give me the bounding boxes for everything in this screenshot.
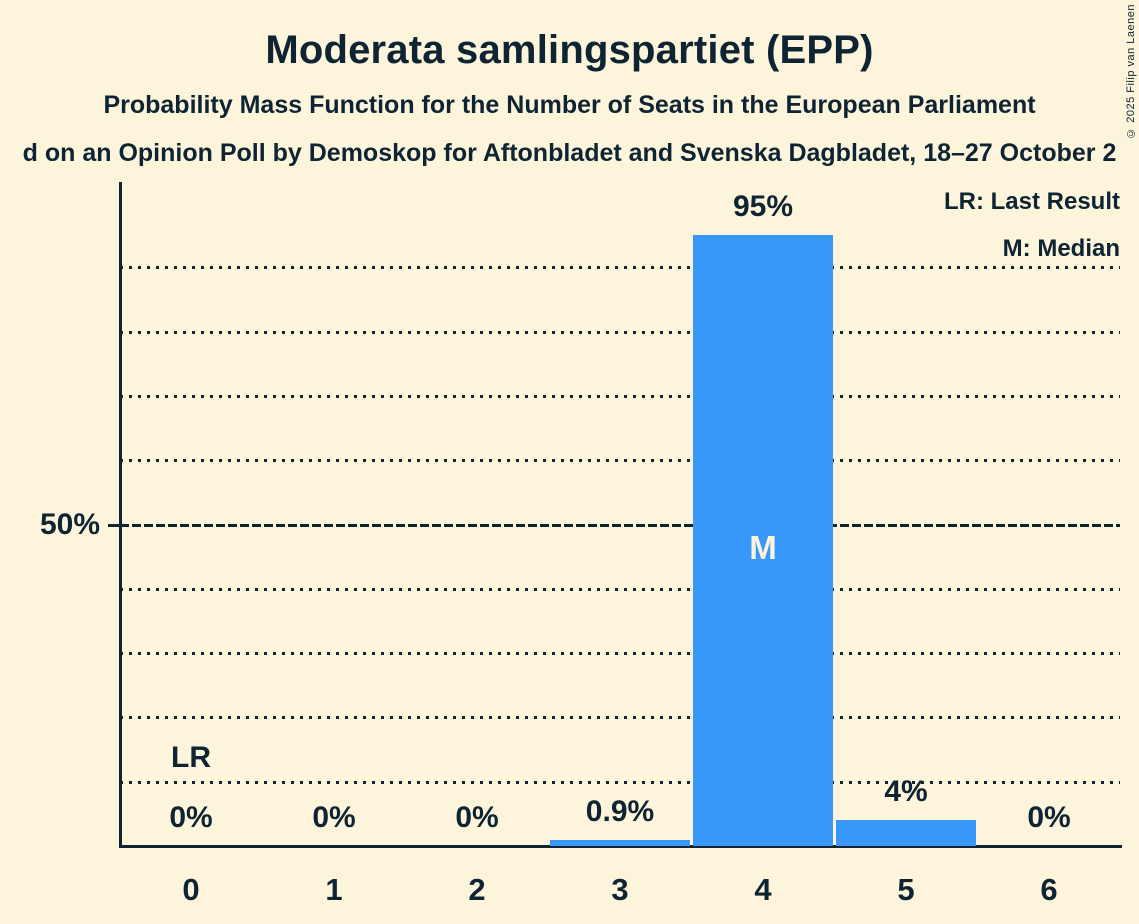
chart-title: Moderata samlingspartiet (EPP) <box>265 28 874 72</box>
chart-source-line: d on an Opinion Poll by Demoskop for Aft… <box>22 139 1117 167</box>
bar-seat-3 <box>550 840 690 846</box>
x-tick-label-3: 3 <box>611 872 629 907</box>
gridline-30 <box>120 652 1120 655</box>
gridline-10 <box>120 781 1120 784</box>
median-label: M <box>749 529 777 566</box>
y-tick-50-mark <box>108 524 120 527</box>
x-tick-label-1: 1 <box>325 872 343 907</box>
x-tick-label-2: 2 <box>468 872 486 907</box>
x-tick-label-4: 4 <box>754 872 772 907</box>
bar-value-label-5: 4% <box>884 775 928 808</box>
bar-value-label-2: 0% <box>455 801 499 834</box>
gridline-90 <box>120 266 1120 269</box>
gridline-50 <box>120 524 1120 527</box>
bar-value-label-0: 0% <box>169 801 213 834</box>
x-axis <box>119 845 1122 848</box>
bar-seat-4 <box>693 235 833 846</box>
copyright-notice: © 2025 Filip van Laenen <box>1125 4 1137 139</box>
legend-last-result: LR: Last Result <box>943 188 1120 215</box>
gridline-20 <box>120 716 1120 719</box>
bar-value-label-1: 0% <box>312 801 356 834</box>
y-axis-label-50: 50% <box>39 508 100 541</box>
y-axis <box>119 182 122 848</box>
bar-seat-5 <box>836 820 976 846</box>
last-result-label: LR <box>171 741 211 774</box>
legend-median: M: Median <box>1002 235 1120 262</box>
gridline-70 <box>120 395 1120 398</box>
x-tick-label-5: 5 <box>897 872 915 907</box>
gridline-40 <box>120 588 1120 591</box>
bar-value-label-3: 0.9% <box>585 795 655 828</box>
bar-value-label-6: 0% <box>1027 801 1071 834</box>
gridline-60 <box>120 459 1120 462</box>
bar-value-label-4: 95% <box>732 190 794 223</box>
chart-subtitle: Probability Mass Function for the Number… <box>103 91 1036 119</box>
gridline-80 <box>120 331 1120 334</box>
x-tick-label-6: 6 <box>1040 872 1058 907</box>
x-tick-label-0: 0 <box>182 872 200 907</box>
